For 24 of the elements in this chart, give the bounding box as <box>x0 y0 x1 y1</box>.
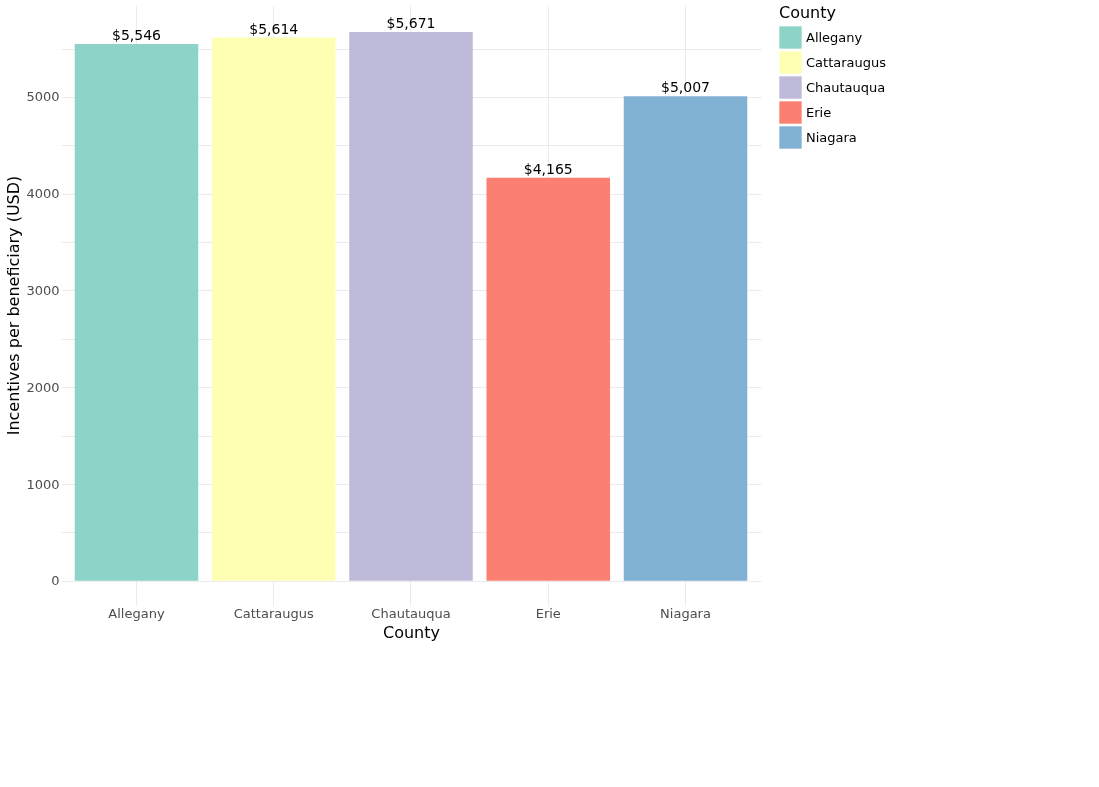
y-tick-label: 4000 <box>26 186 60 202</box>
data-label: $4,165 <box>523 160 573 177</box>
x-tick-label: Niagara <box>660 605 711 621</box>
y-axis-title: Incentives per beneficiary (USD) <box>4 175 24 436</box>
legend-label: Allegany <box>806 29 863 45</box>
data-label: $5,546 <box>111 27 162 44</box>
y-tick-label: 0 <box>51 573 60 589</box>
x-tick-label: Allegany <box>108 605 165 621</box>
x-tick-label: Erie <box>535 605 561 621</box>
data-label: $5,007 <box>661 79 711 96</box>
data-label: $5,671 <box>386 15 436 31</box>
legend-label: Cattaraugus <box>806 54 887 70</box>
y-tick-label: 3000 <box>26 282 60 298</box>
legend-label: Erie <box>806 104 832 120</box>
legend-title: County <box>779 3 836 22</box>
legend-label: Chautauqua <box>806 79 886 95</box>
x-tick-label: Cattaraugus <box>233 605 314 621</box>
x-tick-label: Chautauqua <box>371 605 451 621</box>
y-tick-label: 1000 <box>26 476 60 492</box>
x-axis-title: County <box>383 622 440 642</box>
y-tick-label: 2000 <box>26 379 60 395</box>
data-label: $5,614 <box>249 20 299 37</box>
legend-label: Niagara <box>806 129 857 145</box>
y-tick-label: 5000 <box>26 89 60 105</box>
